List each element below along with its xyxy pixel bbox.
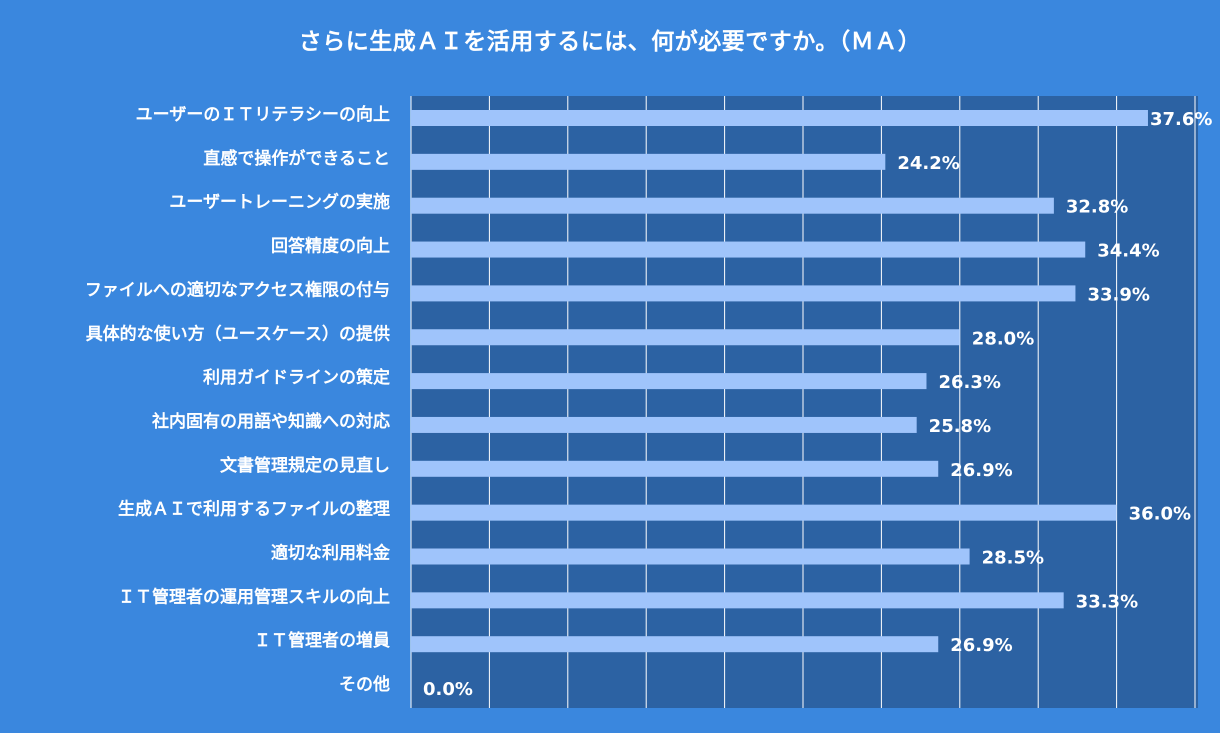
category-label: 利用ガイドラインの策定 (203, 367, 390, 388)
value-label: 24.2% (897, 153, 959, 174)
bar (411, 241, 1086, 258)
bar (411, 592, 1064, 609)
value-label: 33.3% (1076, 591, 1138, 612)
category-label: その他 (339, 674, 390, 695)
bar (411, 636, 939, 653)
value-label: 37.6% (1150, 109, 1212, 130)
value-labels: 37.6% 24.2% 32.8% 34.4% 33.9% 28.0% 26.3% 25.8%… (423, 109, 1212, 700)
bar (411, 153, 886, 170)
chart-title: さらに生成ＡＩを活用するには、何が必要ですか。（ＭＡ） (298, 29, 922, 55)
bar (411, 110, 1148, 126)
bar (411, 373, 927, 390)
value-label: 26.9% (950, 460, 1012, 481)
category-label: ＩＴ管理者の増員 (254, 630, 390, 651)
category-label: ファイルへの適切なアクセス権限の付与 (85, 279, 390, 300)
bar (411, 548, 970, 565)
value-label: 0.0% (423, 679, 473, 700)
category-label: 回答精度の向上 (271, 236, 390, 257)
value-label: 26.3% (938, 372, 1000, 393)
category-label: 直感で操作ができること (203, 148, 390, 169)
category-label: 文書管理規定の見直し (220, 455, 390, 476)
bar (411, 504, 1117, 521)
category-label: 生成ＡＩで利用するファイルの整理 (118, 499, 390, 520)
bars (411, 110, 1148, 653)
bar (411, 285, 1076, 302)
bar (411, 197, 1054, 214)
category-label: 適切な利用料金 (271, 543, 391, 564)
value-label: 26.9% (950, 635, 1012, 656)
bar (411, 460, 939, 477)
bar (411, 329, 960, 346)
value-label: 28.0% (972, 328, 1034, 349)
value-label: 36.0% (1129, 504, 1191, 525)
value-label: 33.9% (1087, 284, 1149, 305)
category-label: 具体的な使い方（ユースケース）の提供 (85, 323, 390, 344)
bar (411, 416, 917, 433)
category-labels: ユーザーのＩＴリテラシーの向上直感で操作ができることユーザートレーニングの実施回… (85, 104, 391, 695)
category-label: 社内固有の用語や知識への対応 (151, 411, 390, 432)
value-label: 25.8% (929, 416, 991, 437)
category-label: ＩＴ管理者の運用管理スキルの向上 (118, 586, 390, 607)
plot-area (411, 96, 1198, 708)
value-label: 28.5% (982, 548, 1044, 569)
value-label: 34.4% (1097, 241, 1159, 262)
value-label: 32.8% (1066, 197, 1128, 218)
category-label: ユーザーのＩＴリテラシーの向上 (136, 104, 390, 125)
category-label: ユーザートレーニングの実施 (169, 192, 390, 213)
